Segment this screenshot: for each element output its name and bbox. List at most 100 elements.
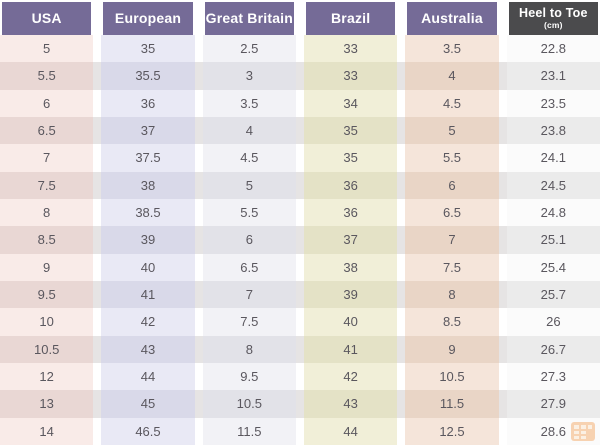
table-cell: 10.5 — [0, 335, 94, 363]
table-cell: 45 — [101, 390, 195, 418]
table-cell: 11.5 — [405, 390, 499, 418]
table-cell: 27.9 — [506, 390, 600, 418]
table-cell: 43 — [101, 335, 195, 363]
table-cell: 24.5 — [506, 171, 600, 199]
table-cell: 36 — [304, 171, 398, 199]
table-row: 14 46.5 11.5 44 12.5 28.6 — [0, 417, 600, 445]
table-cell: 9.5 — [0, 280, 94, 309]
table-cell: 5 — [405, 116, 499, 145]
table-cell: 5 — [202, 171, 296, 199]
table-cell: 5.5 — [405, 144, 499, 172]
table-cell: 39 — [304, 280, 398, 309]
table-cell: 4 — [405, 62, 499, 90]
table-cell: 12.5 — [405, 417, 499, 445]
table-cell: 46.5 — [101, 417, 195, 445]
table-cell: 44 — [304, 417, 398, 445]
table-cell: 34 — [304, 89, 398, 117]
table-cell: 25.4 — [506, 253, 600, 281]
table-cell: 38 — [101, 171, 195, 199]
column-header-label: European — [114, 10, 182, 27]
table-cell: 35 — [304, 116, 398, 145]
table-cell: 36 — [304, 198, 398, 227]
table-cell: 33 — [304, 35, 398, 63]
table-cell: 40 — [101, 253, 195, 281]
table-cell: 6 — [202, 226, 296, 254]
table-cell: 9 — [405, 335, 499, 363]
table-cell: 3.5 — [405, 35, 499, 63]
table-cell: 6 — [0, 89, 94, 117]
column-header-european: European — [103, 2, 193, 35]
table-row: 8.5 39 6 37 7 25.1 — [0, 226, 600, 254]
table-row: 5 35 2.5 33 3.5 22.8 — [0, 35, 600, 63]
table-cell: 37 — [304, 226, 398, 254]
table-cell: 4 — [202, 116, 296, 145]
table-cell: 28.6 — [506, 417, 600, 445]
table-row: 7 37.5 4.5 35 5.5 24.1 — [0, 144, 600, 172]
table-cell: 38.5 — [101, 198, 195, 227]
table-cell: 5 — [0, 35, 94, 63]
table-row: 5.5 35.5 3 33 4 23.1 — [0, 62, 600, 90]
table-cell: 7 — [0, 144, 94, 172]
table-cell: 40 — [304, 308, 398, 336]
table-cell: 37 — [101, 116, 195, 145]
table-cell: 42 — [101, 308, 195, 336]
table-cell: 27.3 — [506, 362, 600, 391]
table-cell: 33 — [304, 62, 398, 90]
table-cell: 6 — [405, 171, 499, 199]
column-header-label: Brazil — [331, 10, 371, 27]
table-cell: 14 — [0, 417, 94, 445]
table-cell: 11.5 — [202, 417, 296, 445]
table-cell: 12 — [0, 362, 94, 391]
table-cell: 35 — [101, 35, 195, 63]
table-row: 10 42 7.5 40 8.5 26 — [0, 308, 600, 336]
column-header-label: USA — [31, 10, 62, 27]
table-cell: 8 — [405, 280, 499, 309]
table-cell: 44 — [101, 362, 195, 391]
column-header-label: Great Britain — [205, 10, 294, 27]
table-cell: 41 — [101, 280, 195, 309]
table-cell: 5.5 — [202, 198, 296, 227]
table-cell: 3 — [202, 62, 296, 90]
table-row: 9.5 41 7 39 8 25.7 — [0, 280, 600, 309]
table-cell: 23.5 — [506, 89, 600, 117]
column-header-australia: Australia — [407, 2, 497, 35]
table-cell: 23.8 — [506, 116, 600, 145]
table-cell: 3.5 — [202, 89, 296, 117]
table-cell: 10.5 — [405, 362, 499, 391]
table-cell: 7.5 — [202, 308, 296, 336]
table-cell: 38 — [304, 253, 398, 281]
table-cell: 13 — [0, 390, 94, 418]
column-header-great-britain: Great Britain — [204, 2, 294, 35]
table-row: 8 38.5 5.5 36 6.5 24.8 — [0, 198, 600, 227]
table-cell: 26.7 — [506, 335, 600, 363]
table-header-row: USA European Great Britain Brazil Australia H… — [0, 2, 600, 35]
table-cell: 8 — [202, 335, 296, 363]
table-cell: 7.5 — [0, 171, 94, 199]
table-row: 12 44 9.5 42 10.5 27.3 — [0, 362, 600, 391]
table-cell: 43 — [304, 390, 398, 418]
table-cell: 2.5 — [202, 35, 296, 63]
table-cell: 35.5 — [101, 62, 195, 90]
table-cell: 9 — [0, 253, 94, 281]
column-header-usa: USA — [2, 2, 92, 35]
table-cell: 8.5 — [405, 308, 499, 336]
table-row: 7.5 38 5 36 6 24.5 — [0, 171, 600, 199]
table-row: 9 40 6.5 38 7.5 25.4 — [0, 253, 600, 281]
table-cell: 35 — [304, 144, 398, 172]
table-cell: 6.5 — [0, 116, 94, 145]
table-cell: 36 — [101, 89, 195, 117]
column-header-heel-to-toe: Heel to Toe (cm) — [508, 2, 598, 35]
table-cell: 39 — [101, 226, 195, 254]
table-cell: 5.5 — [0, 62, 94, 90]
column-header-brazil: Brazil — [306, 2, 396, 35]
table-cell: 6.5 — [202, 253, 296, 281]
table-cell: 8.5 — [0, 226, 94, 254]
table-cell: 25.1 — [506, 226, 600, 254]
table-cell: 7.5 — [405, 253, 499, 281]
table-cell: 22.8 — [506, 35, 600, 63]
table-cell: 7 — [202, 280, 296, 309]
table-cell: 8 — [0, 198, 94, 227]
column-header-sublabel: (cm) — [543, 20, 563, 31]
table-cell: 42 — [304, 362, 398, 391]
